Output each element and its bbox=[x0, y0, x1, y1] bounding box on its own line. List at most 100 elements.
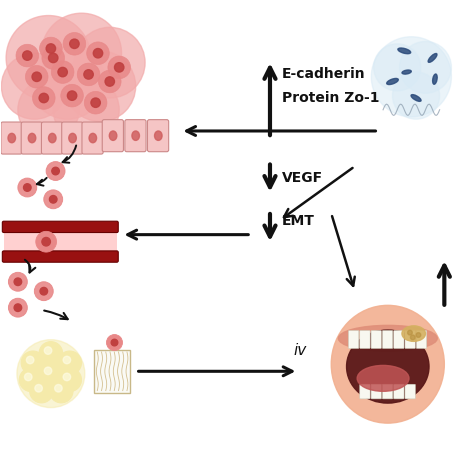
Circle shape bbox=[400, 41, 451, 93]
Circle shape bbox=[105, 77, 115, 86]
Circle shape bbox=[6, 16, 91, 100]
Circle shape bbox=[84, 91, 107, 114]
FancyBboxPatch shape bbox=[62, 122, 83, 154]
Circle shape bbox=[374, 44, 421, 91]
Circle shape bbox=[18, 178, 36, 197]
Circle shape bbox=[65, 51, 136, 121]
Circle shape bbox=[51, 61, 74, 83]
FancyBboxPatch shape bbox=[405, 384, 415, 399]
Ellipse shape bbox=[69, 133, 76, 143]
Circle shape bbox=[24, 184, 31, 191]
Circle shape bbox=[39, 342, 63, 365]
Ellipse shape bbox=[132, 131, 139, 140]
Circle shape bbox=[23, 51, 32, 60]
Text: iv: iv bbox=[293, 343, 307, 357]
FancyBboxPatch shape bbox=[394, 330, 404, 348]
Ellipse shape bbox=[155, 131, 162, 140]
FancyBboxPatch shape bbox=[360, 330, 370, 348]
Circle shape bbox=[44, 190, 63, 209]
Circle shape bbox=[9, 273, 27, 291]
FancyBboxPatch shape bbox=[394, 384, 404, 399]
Circle shape bbox=[416, 333, 421, 337]
Circle shape bbox=[48, 53, 58, 63]
Circle shape bbox=[58, 67, 67, 77]
Circle shape bbox=[39, 37, 62, 60]
Ellipse shape bbox=[402, 70, 411, 74]
Ellipse shape bbox=[48, 133, 56, 143]
Circle shape bbox=[18, 79, 79, 140]
FancyBboxPatch shape bbox=[371, 384, 382, 399]
Circle shape bbox=[53, 77, 119, 143]
Ellipse shape bbox=[331, 305, 444, 423]
FancyBboxPatch shape bbox=[2, 251, 118, 262]
Circle shape bbox=[30, 379, 53, 403]
FancyBboxPatch shape bbox=[405, 330, 415, 348]
FancyBboxPatch shape bbox=[2, 221, 118, 233]
Circle shape bbox=[35, 384, 42, 392]
Circle shape bbox=[35, 282, 53, 301]
Circle shape bbox=[1, 53, 67, 119]
Circle shape bbox=[61, 84, 83, 107]
Circle shape bbox=[32, 72, 41, 82]
Circle shape bbox=[46, 162, 65, 181]
FancyBboxPatch shape bbox=[147, 119, 169, 152]
Circle shape bbox=[84, 70, 93, 79]
Ellipse shape bbox=[357, 365, 409, 392]
Circle shape bbox=[74, 27, 145, 98]
Circle shape bbox=[63, 356, 71, 364]
Circle shape bbox=[55, 384, 62, 392]
Circle shape bbox=[49, 196, 57, 203]
Text: EMT: EMT bbox=[282, 213, 315, 228]
Circle shape bbox=[44, 367, 52, 374]
Circle shape bbox=[16, 44, 38, 67]
Text: E-cadherin: E-cadherin bbox=[282, 67, 365, 82]
Circle shape bbox=[39, 93, 48, 103]
FancyBboxPatch shape bbox=[348, 330, 359, 348]
Circle shape bbox=[91, 98, 100, 108]
Circle shape bbox=[392, 72, 439, 119]
FancyBboxPatch shape bbox=[125, 119, 146, 152]
Circle shape bbox=[67, 91, 77, 100]
Circle shape bbox=[93, 48, 103, 58]
Ellipse shape bbox=[428, 54, 437, 63]
Circle shape bbox=[77, 63, 100, 86]
Circle shape bbox=[63, 373, 71, 381]
Ellipse shape bbox=[109, 131, 117, 140]
Circle shape bbox=[33, 87, 55, 109]
Circle shape bbox=[41, 13, 121, 93]
FancyBboxPatch shape bbox=[1, 122, 22, 154]
Circle shape bbox=[111, 339, 118, 346]
Ellipse shape bbox=[28, 133, 36, 143]
FancyBboxPatch shape bbox=[383, 384, 393, 399]
Text: VEGF: VEGF bbox=[282, 171, 323, 185]
Circle shape bbox=[99, 70, 121, 93]
Circle shape bbox=[30, 44, 105, 119]
Circle shape bbox=[39, 362, 63, 385]
Circle shape bbox=[63, 33, 86, 55]
Circle shape bbox=[17, 340, 85, 408]
Circle shape bbox=[108, 56, 130, 79]
Circle shape bbox=[408, 330, 412, 335]
Circle shape bbox=[46, 44, 55, 53]
Ellipse shape bbox=[338, 325, 438, 351]
Circle shape bbox=[58, 351, 82, 374]
Text: Protein Zo-1: Protein Zo-1 bbox=[282, 91, 379, 105]
Ellipse shape bbox=[346, 330, 429, 403]
Circle shape bbox=[58, 368, 82, 392]
Ellipse shape bbox=[8, 133, 16, 143]
Circle shape bbox=[27, 356, 34, 364]
FancyBboxPatch shape bbox=[21, 122, 42, 154]
Ellipse shape bbox=[411, 95, 421, 101]
FancyBboxPatch shape bbox=[383, 330, 393, 348]
Circle shape bbox=[25, 373, 32, 381]
Circle shape bbox=[14, 278, 22, 285]
Circle shape bbox=[21, 351, 45, 374]
FancyBboxPatch shape bbox=[371, 330, 382, 348]
Circle shape bbox=[70, 39, 79, 48]
Circle shape bbox=[49, 379, 73, 403]
Ellipse shape bbox=[89, 133, 97, 143]
FancyBboxPatch shape bbox=[102, 119, 123, 152]
FancyBboxPatch shape bbox=[41, 122, 63, 154]
Circle shape bbox=[107, 335, 122, 351]
Bar bbox=[4, 231, 117, 252]
